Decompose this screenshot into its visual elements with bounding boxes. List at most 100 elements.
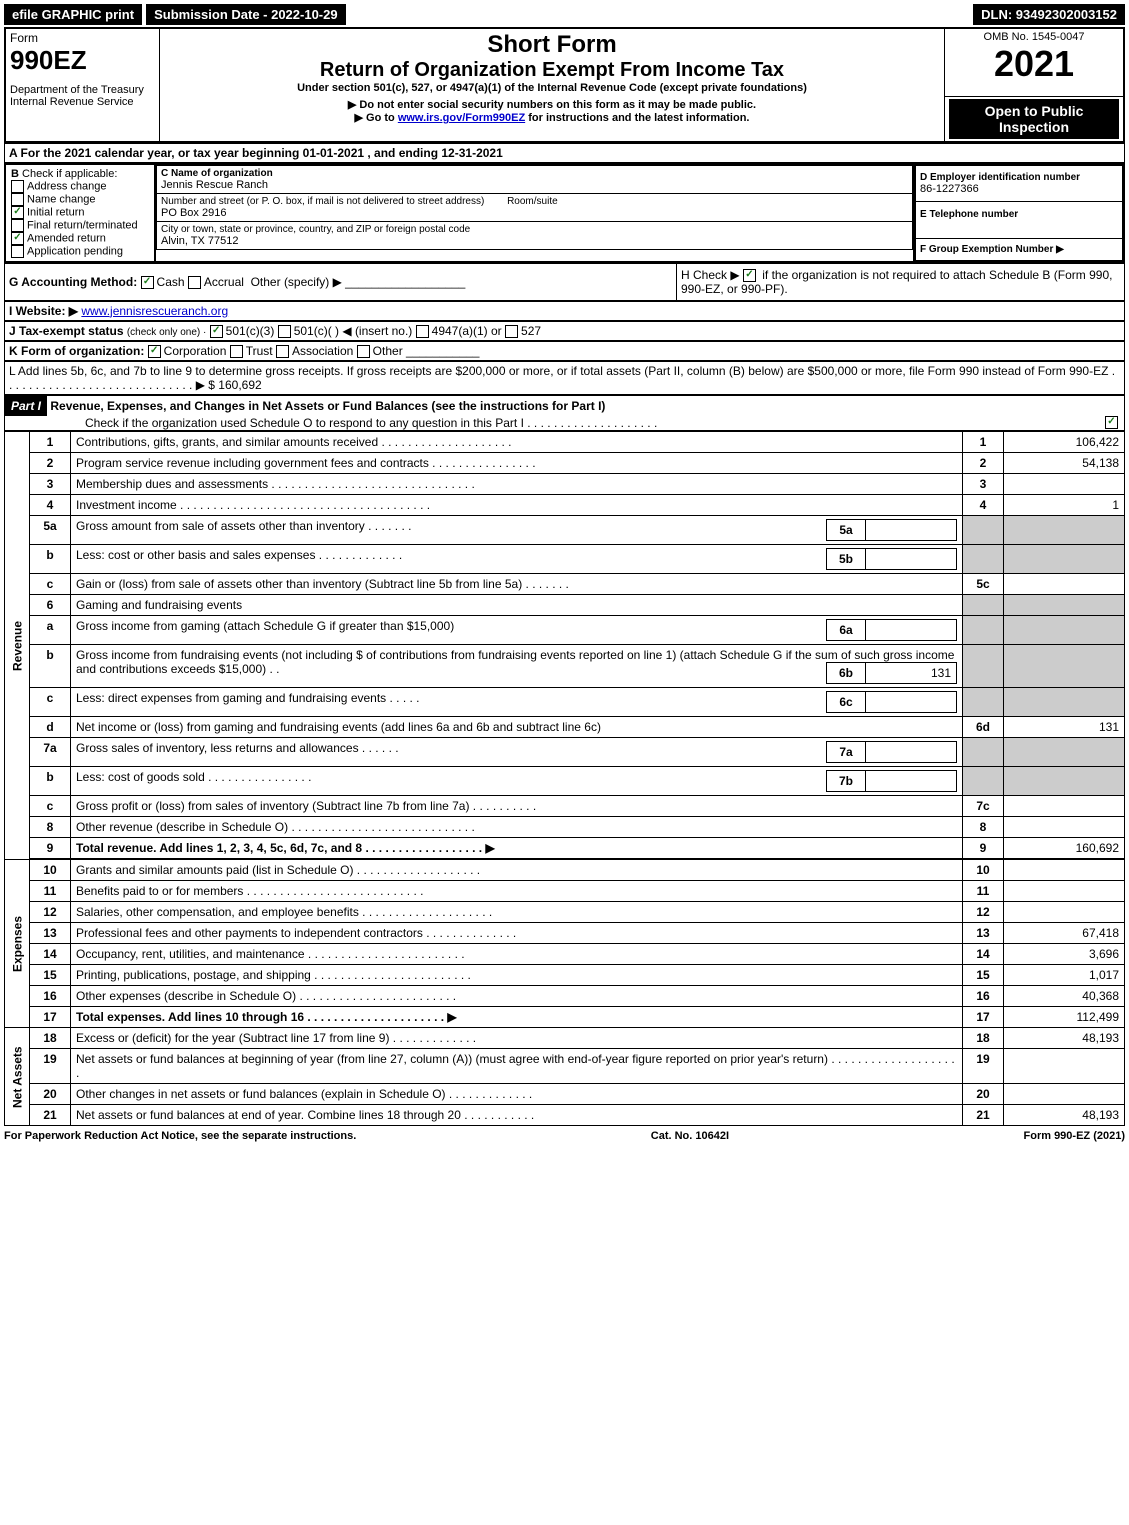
- line-box: 16: [963, 986, 1004, 1007]
- desc-text: Total expenses. Add lines 10 through 16 …: [76, 1010, 457, 1024]
- desc-text: Gross income from gaming (attach Schedul…: [76, 619, 454, 633]
- line-box: 1: [963, 432, 1004, 453]
- sub-amt: [866, 692, 957, 713]
- org-info-grid: B Check if applicable: Address change Na…: [4, 163, 1125, 263]
- line-amount: [1004, 1049, 1125, 1084]
- line-num: c: [30, 688, 71, 717]
- j-hint: (check only one) ·: [127, 327, 206, 338]
- checkbox-icon[interactable]: [230, 345, 243, 358]
- desc-text: Gross amount from sale of assets other t…: [76, 519, 411, 533]
- line-amount: [1004, 902, 1125, 923]
- section-k: K Form of organization: Corporation Trus…: [4, 341, 1125, 361]
- ein: 86-1227366: [920, 183, 1118, 195]
- line-box: 13: [963, 923, 1004, 944]
- line-box: 4: [963, 495, 1004, 516]
- line-box: 12: [963, 902, 1004, 923]
- section-b: B Check if applicable: Address change Na…: [5, 164, 155, 262]
- org-address: PO Box 2916: [161, 207, 908, 219]
- c-name-label: C Name of organization: [161, 168, 908, 179]
- cb-final-return[interactable]: Final return/terminated: [11, 219, 149, 232]
- checkbox-icon[interactable]: [278, 325, 291, 338]
- line-num: 13: [30, 923, 71, 944]
- checkbox-icon[interactable]: [276, 345, 289, 358]
- cb-text: Application pending: [27, 245, 123, 257]
- checkbox-icon[interactable]: [416, 325, 429, 338]
- line-amount: [1004, 1084, 1125, 1105]
- line-amount: 48,193: [1004, 1028, 1125, 1049]
- line-amount: 54,138: [1004, 453, 1125, 474]
- checkbox-icon[interactable]: [505, 325, 518, 338]
- checkbox-icon[interactable]: [141, 276, 154, 289]
- line-num: a: [30, 616, 71, 645]
- line-box: 9: [963, 838, 1004, 859]
- line-desc: Salaries, other compensation, and employ…: [71, 902, 963, 923]
- line-amount: 112,499: [1004, 1007, 1125, 1028]
- sub-amt: [866, 771, 957, 792]
- line-box: 6d: [963, 717, 1004, 738]
- section-a: A For the 2021 calendar year, or tax yea…: [4, 143, 1125, 163]
- checkbox-icon[interactable]: [743, 269, 756, 282]
- omb-number: OMB No. 1545-0047: [949, 31, 1119, 43]
- line-amount-shaded: [1004, 645, 1125, 688]
- ssn-warning: ▶ Do not enter social security numbers o…: [164, 98, 940, 111]
- desc-text: Less: cost or other basis and sales expe…: [76, 548, 402, 562]
- g-label: G Accounting Method:: [9, 275, 137, 289]
- cb-application-pending[interactable]: Application pending: [11, 245, 149, 258]
- checkbox-icon[interactable]: [1105, 416, 1118, 429]
- line-amount-shaded: [1004, 616, 1125, 645]
- line-num: 7a: [30, 738, 71, 767]
- goto-pre: ▶ Go to: [355, 112, 398, 124]
- form-label: Form: [10, 31, 155, 45]
- line-amount: 106,422: [1004, 432, 1125, 453]
- line-amount: 40,368: [1004, 986, 1125, 1007]
- checkbox-icon[interactable]: [357, 345, 370, 358]
- line-num: c: [30, 574, 71, 595]
- line-box-shaded: [963, 616, 1004, 645]
- line-num: 16: [30, 986, 71, 1007]
- sub-box: 5a: [827, 520, 866, 541]
- line-desc: Less: cost of goods sold . . . . . . . .…: [71, 767, 963, 796]
- line-box: 19: [963, 1049, 1004, 1084]
- sub-amt: [866, 742, 957, 763]
- website-link[interactable]: www.jennisrescueranch.org: [81, 304, 228, 318]
- line-desc: Net assets or fund balances at beginning…: [71, 1049, 963, 1084]
- cb-initial-return[interactable]: Initial return: [11, 206, 149, 219]
- top-bar: efile GRAPHIC print Submission Date - 20…: [4, 4, 1125, 25]
- line-desc: Gross profit or (loss) from sales of inv…: [71, 796, 963, 817]
- section-c: C Name of organization Jennis Rescue Ran…: [155, 164, 914, 262]
- k-assoc: Association: [292, 344, 353, 358]
- checkbox-icon: [11, 219, 24, 232]
- j-label: J Tax-exempt status: [9, 324, 124, 338]
- cb-name-change[interactable]: Name change: [11, 193, 149, 206]
- checkbox-icon[interactable]: [148, 345, 161, 358]
- line-box: 15: [963, 965, 1004, 986]
- line-num: 11: [30, 881, 71, 902]
- k-trust: Trust: [246, 344, 273, 358]
- line-amount: 48,193: [1004, 1105, 1125, 1126]
- cb-address-change[interactable]: Address change: [11, 180, 149, 193]
- line-amount: [1004, 474, 1125, 495]
- line-amount-shaded: [1004, 595, 1125, 616]
- checkbox-icon: [11, 180, 24, 193]
- cb-amended-return[interactable]: Amended return: [11, 232, 149, 245]
- irs-link[interactable]: www.irs.gov/Form990EZ: [398, 112, 525, 124]
- line-desc: Net income or (loss) from gaming and fun…: [71, 717, 963, 738]
- part1-header: Part I Revenue, Expenses, and Changes in…: [4, 395, 1125, 431]
- desc-text: Gross income from fundraising events (no…: [76, 648, 954, 676]
- desc-text: Total revenue. Add lines 1, 2, 3, 4, 5c,…: [76, 841, 495, 855]
- j-501c3: 501(c)(3): [226, 324, 275, 338]
- line-box-shaded: [963, 738, 1004, 767]
- line-desc: Other expenses (describe in Schedule O) …: [71, 986, 963, 1007]
- desc-text: Less: cost of goods sold . . . . . . . .…: [76, 770, 311, 784]
- line-box: 21: [963, 1105, 1004, 1126]
- checkbox-icon[interactable]: [210, 325, 223, 338]
- sub-amt: 131: [866, 663, 957, 684]
- checkbox-icon[interactable]: [188, 276, 201, 289]
- line-box-shaded: [963, 516, 1004, 545]
- line-desc: Gain or (loss) from sale of assets other…: [71, 574, 963, 595]
- efile-print-button[interactable]: efile GRAPHIC print: [4, 4, 142, 25]
- line-amount-shaded: [1004, 688, 1125, 717]
- line-amount: [1004, 817, 1125, 838]
- line-amount: [1004, 574, 1125, 595]
- line-box: 8: [963, 817, 1004, 838]
